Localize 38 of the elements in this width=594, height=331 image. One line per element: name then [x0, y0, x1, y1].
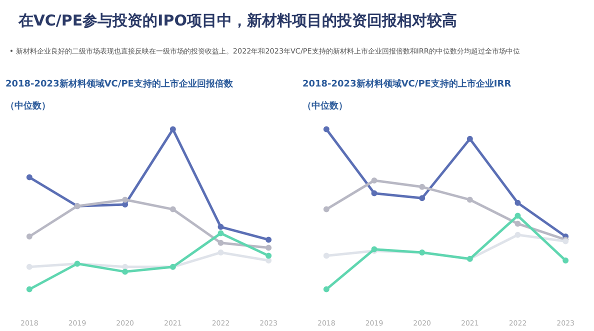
point [266, 244, 272, 251]
point [466, 196, 473, 203]
point [26, 286, 32, 292]
point [466, 136, 473, 142]
text: 在VC/PE参与投资的IPO项目中，新材料项目的投资回报相对较高 [17, 12, 457, 30]
point [371, 190, 378, 196]
point [218, 250, 224, 256]
point [122, 202, 128, 208]
point [419, 195, 426, 202]
point [323, 252, 330, 259]
chart-subtitle: （中位数） [302, 100, 348, 112]
point [514, 232, 521, 238]
point [323, 286, 330, 292]
point [122, 264, 128, 270]
point [323, 126, 330, 132]
point [514, 212, 521, 219]
point [266, 252, 272, 259]
point [122, 268, 128, 275]
chart-title: 2018-2023新材料领域VC/PE支持的上市企业IRR [302, 78, 512, 90]
point [266, 258, 272, 264]
point [514, 200, 521, 206]
point [218, 224, 224, 230]
point [266, 236, 272, 243]
chart-subtitle: （中位数） [6, 100, 50, 112]
point [170, 126, 176, 132]
chart-title: 2018-2023新材料领域VC/PE支持的上市企业回报倍数 [6, 78, 234, 90]
point [323, 206, 330, 212]
point [218, 230, 224, 236]
point [170, 206, 176, 212]
point [218, 240, 224, 246]
point [122, 196, 128, 203]
point [26, 174, 32, 180]
point [514, 220, 521, 227]
point [562, 258, 569, 264]
point [26, 234, 32, 240]
point [26, 264, 32, 270]
point [371, 178, 378, 184]
point [419, 184, 426, 190]
